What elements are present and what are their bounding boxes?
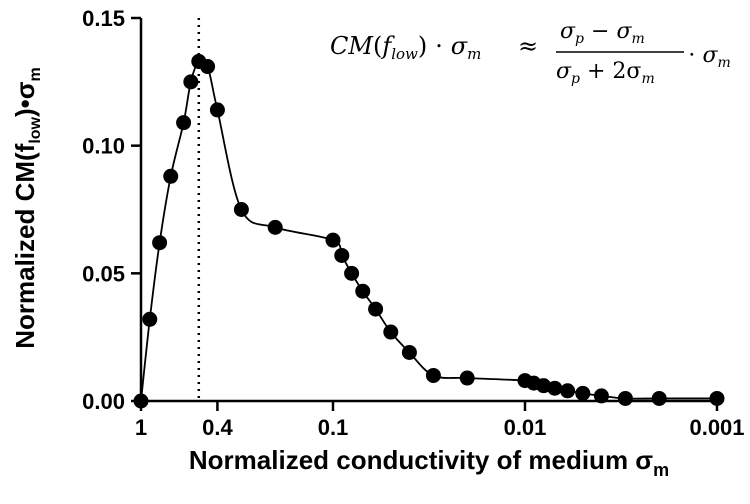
data-points <box>133 53 725 409</box>
svg-text:σp − σm: σp − σm <box>560 19 645 47</box>
x-tick-label: 0.001 <box>689 415 744 440</box>
x-tick-label: 0.4 <box>202 415 233 440</box>
svg-text:CM(flow) ⋅ σm: CM(flow) ⋅ σm <box>330 32 481 63</box>
svg-text:≈: ≈ <box>518 32 538 60</box>
formula-annotation: CM(flow) ⋅ σm ≈ σp − σm σp + 2σm ⋅ σm <box>330 19 731 87</box>
series-line <box>140 58 717 402</box>
x-tick-label: 0.01 <box>504 415 547 440</box>
svg-text:σp + 2σm: σp + 2σm <box>556 59 655 87</box>
data-point <box>176 115 192 131</box>
svg-text:⋅ σm: ⋅ σm <box>688 43 731 71</box>
y-tick-label: 0.10 <box>82 134 125 159</box>
data-point <box>152 235 168 251</box>
y-tick-label: 0.05 <box>82 261 125 286</box>
tick-labels: 0.00 0.05 0.10 0.15 1 0.4 0.1 0.01 0.001 <box>82 6 744 440</box>
data-point <box>133 393 149 409</box>
data-point <box>401 344 417 360</box>
data-point <box>200 59 216 75</box>
x-tick-label: 0.1 <box>318 415 349 440</box>
data-point <box>547 380 563 396</box>
x-tick-label: 1 <box>135 415 147 440</box>
data-point <box>368 301 384 317</box>
data-point <box>651 390 667 406</box>
data-point <box>325 232 341 248</box>
data-point <box>142 311 158 327</box>
data-point <box>709 390 725 406</box>
data-point <box>355 283 371 299</box>
data-point <box>209 102 225 118</box>
data-point <box>344 265 360 281</box>
data-point <box>575 385 591 401</box>
data-point <box>617 390 633 406</box>
data-point <box>334 247 350 263</box>
data-point <box>593 388 609 404</box>
data-point <box>183 74 199 90</box>
x-axis-title: Normalized conductivity of medium σm <box>189 445 669 480</box>
data-point <box>459 370 475 386</box>
data-point <box>267 219 283 235</box>
y-tick-label: 0.15 <box>82 6 125 31</box>
data-point <box>163 168 179 184</box>
data-point <box>425 367 441 383</box>
data-point <box>383 324 399 340</box>
y-tick-label: 0.00 <box>82 389 125 414</box>
data-point <box>560 383 576 399</box>
y-axis-title: Normalized CM(flow)•σm <box>10 67 44 349</box>
data-point <box>233 202 249 217</box>
